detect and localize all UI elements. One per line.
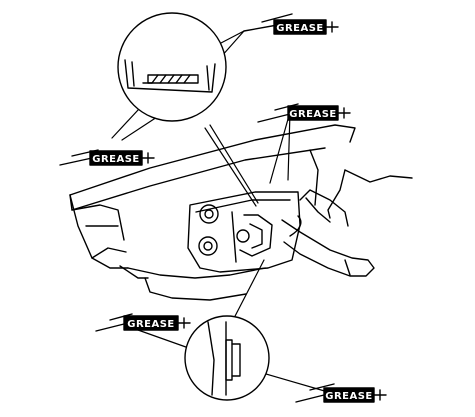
body-panel xyxy=(69,124,413,301)
latch-bracket xyxy=(187,191,301,273)
grease-callout-right: GREASE xyxy=(257,103,351,123)
grease-callout-top-right: GREASE xyxy=(243,13,339,35)
cable xyxy=(299,189,349,227)
grease-label: GREASE xyxy=(127,319,175,330)
upper-detail-magnifier xyxy=(117,12,227,122)
grease-label: GREASE xyxy=(289,109,337,120)
grease-callout-lower-left: GREASE xyxy=(95,313,191,332)
grease-callout-bottom-right: GREASE xyxy=(295,383,387,403)
mounting-bolts xyxy=(198,204,250,256)
grease-label: GREASE xyxy=(325,391,373,402)
lower-detail-magnifier xyxy=(184,315,270,401)
grease-label: GREASE xyxy=(92,154,140,165)
grease-callout-left: GREASE xyxy=(59,149,155,166)
release-lever xyxy=(281,215,375,277)
grease-label: GREASE xyxy=(276,23,324,34)
